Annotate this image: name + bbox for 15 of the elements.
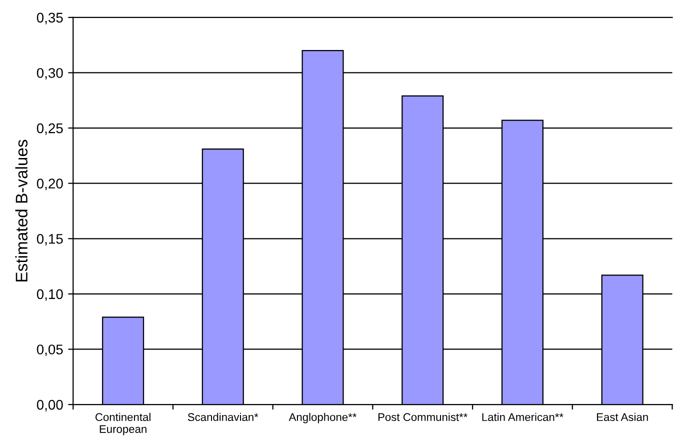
x-tick-label: Latin American** xyxy=(482,412,564,422)
y-tick-label: 0,05 xyxy=(36,344,63,356)
y-tick-label: 0,20 xyxy=(36,178,63,190)
y-tick-label: 0,25 xyxy=(36,123,63,135)
y-axis-title: Estimated B-values xyxy=(15,140,28,282)
y-tick-label: 0,15 xyxy=(36,234,63,246)
x-tick-label: East Asian xyxy=(596,412,648,422)
x-tick-label: Post Communist** xyxy=(378,412,468,422)
y-tick-label: 0,35 xyxy=(36,12,63,24)
y-tick-label: 0,30 xyxy=(36,68,63,80)
x-tick-label: Continental European xyxy=(96,412,150,436)
y-tick-label: 0,00 xyxy=(36,400,63,412)
x-tick-label: Scandinavian* xyxy=(188,412,258,422)
x-tick-label: Anglophone** xyxy=(288,412,357,424)
y-tick-label: 0,10 xyxy=(36,289,63,301)
